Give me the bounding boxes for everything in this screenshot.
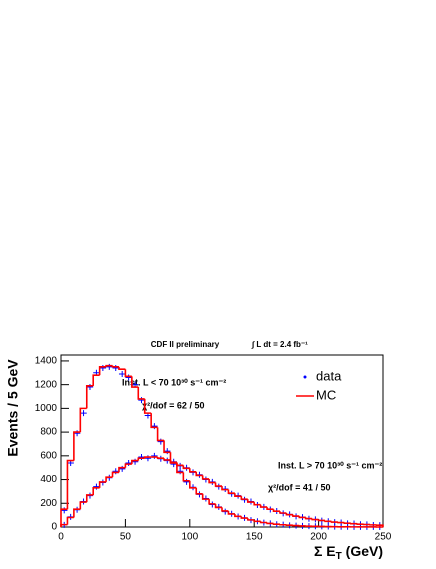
- data-point: [151, 423, 157, 429]
- y-tick-label: 600: [40, 450, 57, 461]
- x-tick-label: 50: [120, 532, 132, 543]
- data-point: [158, 439, 164, 445]
- mc-step: [325, 520, 331, 521]
- mc-step: [344, 523, 350, 524]
- mc-step: [74, 432, 80, 460]
- x-tick-label: 0: [58, 532, 64, 543]
- data-point: [113, 365, 119, 371]
- luminosity: ∫ L dt = 2.4 fb⁻¹: [251, 340, 308, 349]
- mc-step: [280, 524, 286, 525]
- annotation: χ²/dof = 41 / 50: [268, 482, 330, 492]
- mc-step: [93, 375, 99, 386]
- mc-step: [274, 523, 280, 524]
- data-point: [74, 430, 80, 436]
- data-point: [119, 371, 125, 377]
- legend-swatch: [304, 376, 307, 379]
- data-point: [132, 459, 138, 465]
- data-point: [151, 453, 157, 459]
- data-point: [100, 365, 106, 371]
- data-point: [183, 479, 189, 485]
- mc-step: [158, 427, 164, 440]
- mc-step: [331, 521, 337, 522]
- data-point: [177, 468, 183, 474]
- y-tick-label: 1200: [35, 379, 58, 390]
- x-axis-label: Σ ET (GeV): [314, 543, 383, 562]
- y-tick-label: 0: [51, 522, 57, 533]
- data-point: [106, 364, 112, 370]
- y-axis-label: Events / 5 GeV: [5, 359, 21, 457]
- data-point: [87, 384, 93, 390]
- x-tick-label: 200: [310, 532, 327, 543]
- legend-label: MC: [316, 387, 336, 402]
- x-label-part: Σ E: [314, 543, 336, 559]
- chart-title: CDF II preliminary: [151, 340, 220, 349]
- x-tick-label: 150: [246, 532, 263, 543]
- data-point: [93, 484, 99, 490]
- annotation: Inst. L < 70 10³⁰ s⁻¹ cm⁻²: [122, 377, 226, 387]
- y-tick-label: 800: [40, 427, 57, 438]
- y-tick-label: 200: [40, 498, 57, 509]
- data-point: [113, 468, 119, 474]
- legend-label: data: [316, 368, 342, 383]
- y-tick-label: 400: [40, 474, 57, 485]
- x-tick-label: 250: [375, 532, 392, 543]
- y-tick-label: 1400: [35, 356, 58, 367]
- data-point: [119, 466, 125, 472]
- data-point: [61, 507, 67, 513]
- data-point: [164, 448, 170, 454]
- data-point: [145, 455, 151, 461]
- mc-step: [113, 472, 119, 477]
- y-tick-label: 1000: [35, 403, 58, 414]
- mc-step: [67, 461, 73, 510]
- x-tick-label: 100: [181, 532, 198, 543]
- mc-step: [119, 367, 125, 369]
- data-point: [80, 410, 86, 416]
- mc-step: [338, 522, 344, 523]
- data-point: [125, 460, 131, 466]
- x-label-part: (GeV): [342, 543, 383, 559]
- data-point: [138, 454, 144, 460]
- annotation: χ²/dof = 62 / 50: [142, 400, 204, 410]
- annotation: Inst. L > 70 10³⁰ s⁻¹ cm⁻²: [278, 460, 382, 470]
